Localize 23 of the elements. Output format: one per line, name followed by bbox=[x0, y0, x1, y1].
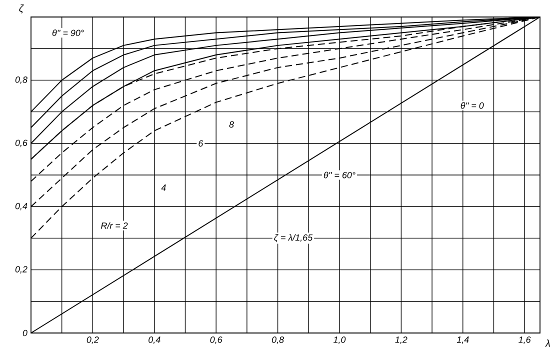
y-tick-label: 0,8 bbox=[15, 76, 28, 84]
x-tick-label: 0,4 bbox=[148, 336, 160, 344]
annotation: ζ = λ/1,65 bbox=[274, 234, 313, 242]
x-tick-label: 1,6 bbox=[518, 336, 531, 344]
y-tick-label: 0 bbox=[22, 330, 28, 336]
x-tick-label: 1,4 bbox=[456, 336, 469, 344]
y-tick-label: 0,4 bbox=[15, 202, 28, 210]
x-tick-label: 1,2 bbox=[395, 336, 408, 344]
annotation: 8 bbox=[229, 121, 234, 128]
annotation: R/r = 2 bbox=[100, 222, 128, 229]
annotation: 6 bbox=[198, 140, 204, 147]
x-tick-label: 0,8 bbox=[272, 336, 284, 344]
x-tick-label: 0,6 bbox=[210, 336, 222, 344]
y-tick-label: 0,2 bbox=[15, 266, 28, 274]
annotation: 4 bbox=[161, 184, 166, 191]
annotation: θ'' = 90° bbox=[52, 30, 84, 36]
x-axis-title: λ bbox=[545, 340, 550, 347]
y-tick-label: 0,6 bbox=[15, 140, 28, 148]
annotation: θ'' = 0 bbox=[460, 102, 484, 109]
x-tick-label: 0,2 bbox=[86, 336, 99, 344]
annotation: θ'' = 60° bbox=[324, 172, 356, 178]
x-tick-label: 1,0 bbox=[333, 336, 346, 344]
y-axis-title: ζ bbox=[19, 4, 24, 14]
